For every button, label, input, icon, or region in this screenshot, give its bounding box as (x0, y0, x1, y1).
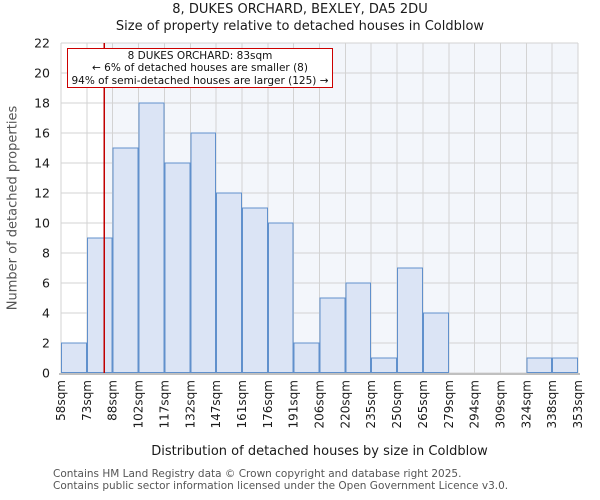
x-tick-label: 206sqm (313, 380, 327, 428)
histogram-bar (138, 102, 165, 373)
histogram-bar (319, 297, 346, 373)
histogram-bar (112, 147, 139, 373)
annotation-larger-stat: 94% of semi-detached houses are larger (… (71, 74, 329, 87)
x-tick-label: 294sqm (468, 380, 482, 428)
copyright-footer: Contains HM Land Registry data © Crown c… (53, 468, 508, 492)
y-tick-label: 14 (34, 156, 50, 171)
x-tick-label: 132sqm (183, 380, 197, 428)
x-tick-label: 102sqm (132, 380, 146, 428)
x-tick-label: 147sqm (209, 380, 223, 428)
x-tick-label: 324sqm (519, 380, 533, 428)
histogram-bar (293, 342, 320, 373)
x-tick-label: 117sqm (157, 380, 171, 428)
histogram-bar (422, 312, 449, 373)
x-tick-label: 279sqm (442, 380, 456, 428)
histogram-bar (61, 342, 87, 373)
histogram-bar (397, 267, 423, 373)
x-tick-label: 191sqm (287, 380, 301, 428)
histogram-bar (526, 357, 553, 373)
histogram-bar (190, 132, 217, 373)
x-tick-label: 265sqm (416, 380, 430, 428)
y-tick-label: 16 (34, 126, 50, 141)
y-tick-label: 10 (34, 216, 50, 231)
x-tick-label: 338sqm (545, 380, 559, 428)
x-tick-label: 58sqm (54, 380, 68, 421)
x-tick-label: 161sqm (235, 380, 249, 428)
histogram-bar (216, 192, 242, 373)
y-tick-label: 8 (42, 246, 50, 261)
x-tick-label: 250sqm (390, 380, 404, 428)
y-tick-label: 20 (34, 66, 50, 81)
chart-title: 8, DUKES ORCHARD, BEXLEY, DA5 2DU (172, 2, 428, 17)
footer-line-2: Contains public sector information licen… (53, 480, 509, 492)
annotation-property-size: 8 DUKES ORCHARD: 83sqm (127, 50, 273, 62)
footer-line-1: Contains HM Land Registry data © Crown c… (53, 468, 462, 480)
x-tick-label: 176sqm (261, 380, 275, 428)
x-tick-label: 220sqm (338, 380, 352, 428)
histogram-bar (552, 357, 579, 373)
x-axis-title: Distribution of detached houses by size … (151, 444, 488, 459)
x-tick-label: 73sqm (80, 380, 94, 421)
y-tick-label: 2 (42, 336, 50, 351)
y-tick-label: 22 (34, 36, 50, 51)
x-tick-label: 88sqm (106, 380, 120, 421)
y-tick-label: 18 (34, 96, 50, 111)
x-tick-label: 235sqm (364, 380, 378, 428)
x-tick-label: 309sqm (493, 380, 507, 428)
histogram-bar (86, 237, 113, 373)
y-tick-label: 6 (42, 276, 50, 291)
annotation-smaller-stat: ← 6% of detached houses are smaller (8) (92, 62, 308, 75)
y-tick-label: 4 (42, 306, 50, 321)
histogram-bar (267, 222, 294, 373)
histogram-bar (164, 162, 191, 373)
y-tick-label: 12 (34, 186, 50, 201)
histogram-bar (241, 207, 268, 373)
histogram-bar (345, 282, 372, 373)
histogram-bar (371, 357, 398, 373)
property-annotation-box: 8 DUKES ORCHARD: 83sqm ← 6% of detached … (67, 48, 333, 88)
chart-subtitle: Size of property relative to detached ho… (115, 19, 485, 34)
y-tick-label: 0 (42, 366, 50, 381)
x-tick-label: 353sqm (571, 380, 585, 428)
